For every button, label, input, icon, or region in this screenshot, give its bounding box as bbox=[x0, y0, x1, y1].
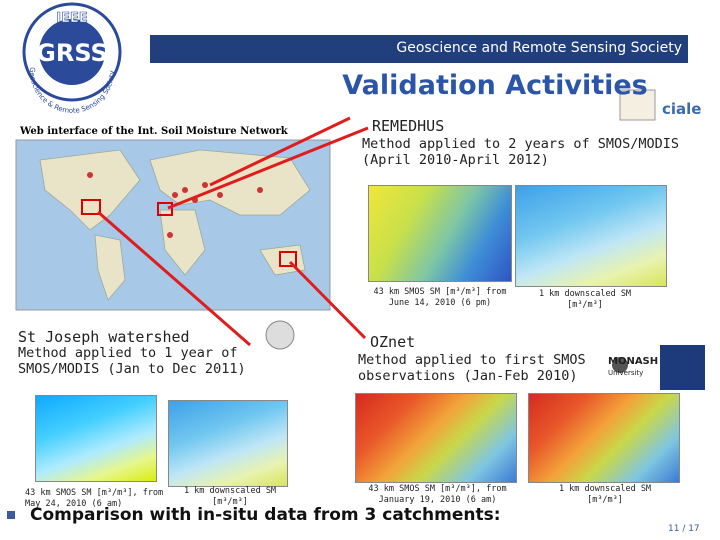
smos-map bbox=[368, 185, 512, 282]
map-caption: Web interface of the Int. Soil Moisture … bbox=[20, 126, 288, 137]
logo-name: GRSS bbox=[36, 39, 108, 67]
downscaled-map bbox=[515, 185, 667, 287]
page-number: 11 / 17 bbox=[668, 524, 700, 534]
logo-org: IEEE bbox=[56, 11, 87, 26]
logo-core bbox=[39, 19, 105, 85]
block-description: Method applied to 1 year of SMOS/MODIS (… bbox=[18, 345, 246, 377]
smos-map bbox=[35, 395, 157, 482]
logo-monash-name: MONASH bbox=[608, 356, 659, 367]
logo-stjoseph bbox=[265, 320, 295, 350]
logo-melbourne bbox=[660, 345, 705, 390]
header-society: Geoscience and Remote Sensing Society bbox=[396, 40, 682, 56]
bullet-text: Comparison with in-situ data from 3 catc… bbox=[30, 505, 501, 525]
site-box bbox=[279, 251, 297, 267]
caption: 43 km SMOS SM [m³/m³], from January 19, … bbox=[368, 484, 507, 505]
header-bar bbox=[150, 35, 688, 63]
caption: 1 km downscaled SM [m³/m³] bbox=[558, 484, 652, 505]
logo-monash bbox=[612, 357, 628, 373]
downscaled-map bbox=[528, 393, 680, 483]
caption: 1 km downscaled SM [m³/m³] bbox=[183, 486, 277, 507]
caption: 43 km SMOS SM [m³/m³] from June 14, 2010… bbox=[373, 287, 507, 308]
caption: 1 km downscaled SM [m³/m³] bbox=[538, 289, 632, 310]
arrows bbox=[97, 116, 369, 347]
logo-ciale: ciale bbox=[662, 100, 702, 118]
title: Validation Activities bbox=[342, 70, 648, 101]
site-box bbox=[81, 199, 101, 215]
site-box bbox=[157, 202, 173, 216]
logo-salamanca bbox=[619, 89, 656, 121]
bullet-mark bbox=[7, 511, 15, 519]
caption: 43 km SMOS SM [m³/m³], from May 24, 2010… bbox=[25, 488, 164, 509]
continents bbox=[39, 149, 311, 301]
block-title: OZnet bbox=[370, 333, 416, 351]
block-title: REMEDHUS bbox=[372, 117, 445, 135]
block-title: St Joseph watershed bbox=[18, 328, 190, 346]
logo-monash-sub: University bbox=[608, 369, 644, 377]
block-description: Method applied to 2 years of SMOS/MODIS … bbox=[362, 136, 679, 168]
smos-map bbox=[355, 393, 517, 483]
downscaled-map bbox=[168, 400, 288, 487]
block-description: Method applied to first SMOS observation… bbox=[358, 352, 586, 384]
